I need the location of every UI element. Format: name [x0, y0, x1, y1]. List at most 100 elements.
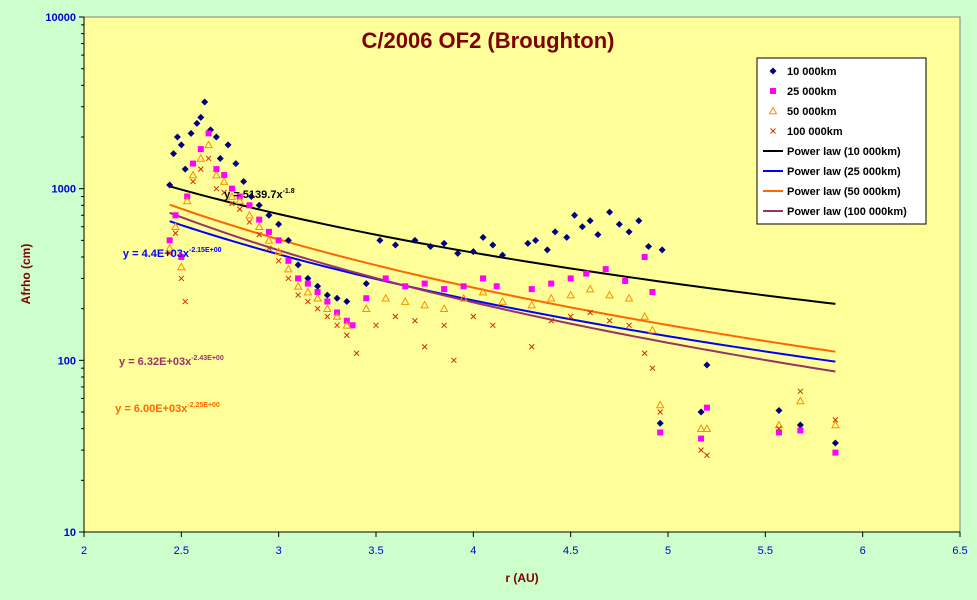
data-point-stroke	[182, 298, 189, 305]
data-point	[245, 210, 254, 219]
data-point	[441, 286, 448, 293]
data-point	[284, 236, 292, 244]
data-point	[546, 293, 556, 302]
data-point	[454, 249, 462, 257]
data-point	[528, 286, 535, 293]
data-point	[775, 429, 782, 436]
legend-entry-label: 50 000km	[787, 106, 837, 118]
data-point	[324, 313, 331, 320]
data-point-stroke	[776, 425, 782, 432]
data-point	[227, 191, 237, 200]
data-point-stroke	[441, 322, 447, 329]
data-point-stroke	[832, 417, 839, 423]
data-point	[182, 298, 189, 305]
legend-marker-swatch	[770, 128, 776, 134]
data-point-stroke	[314, 305, 321, 312]
data-point	[363, 295, 370, 302]
data-point	[266, 245, 272, 252]
data-point-stroke	[213, 185, 220, 192]
data-point	[578, 223, 586, 231]
data-point	[649, 289, 656, 296]
data-point	[182, 196, 192, 205]
data-point	[236, 206, 243, 212]
fit-equation-label: y = 6.00E+03x-2.25E+00	[115, 402, 220, 415]
data-point	[240, 178, 248, 186]
data-point	[493, 283, 500, 290]
fit-equation-text: y = 4.4E+03x	[123, 248, 190, 260]
x-tick-label: 3	[276, 545, 282, 557]
data-point-stroke	[178, 275, 185, 282]
data-point	[641, 350, 648, 357]
data-point	[469, 248, 477, 256]
data-point	[567, 313, 574, 320]
fit-equation-label: y = 4.4E+03x-2.15E+00	[123, 247, 222, 260]
data-point	[216, 154, 224, 162]
data-point	[172, 212, 179, 219]
y-tick-label: 1000	[52, 184, 76, 196]
data-point	[587, 309, 593, 316]
data-point-stroke	[305, 298, 311, 305]
data-point	[314, 305, 321, 312]
data-point	[264, 235, 274, 244]
data-point	[551, 228, 559, 236]
data-point	[832, 449, 839, 456]
data-point	[342, 320, 352, 329]
data-point	[489, 241, 497, 249]
data-point	[221, 172, 228, 179]
annotations: y = 5139.7x-1.8y = 4.4E+03x-2.15E+00y = …	[115, 188, 295, 415]
data-point	[470, 313, 477, 320]
data-point	[605, 290, 614, 299]
data-point	[246, 202, 253, 209]
data-point	[212, 133, 220, 141]
series-group	[165, 140, 840, 432]
data-point	[304, 274, 312, 282]
chart-title: C/2006 OF2 (Broughton)	[361, 28, 614, 53]
legend-entry-label: Power law (50 000km)	[787, 186, 901, 198]
data-point	[548, 317, 555, 324]
data-point	[304, 280, 311, 287]
data-point	[254, 222, 264, 231]
data-point	[343, 298, 351, 306]
data-point	[213, 166, 220, 173]
data-point	[774, 420, 784, 429]
data-point	[256, 216, 263, 223]
data-point	[190, 178, 196, 185]
data-point	[381, 293, 391, 302]
x-tick-label: 5.5	[758, 545, 773, 557]
data-point	[831, 439, 839, 447]
data-point-stroke	[229, 200, 235, 207]
data-point-stroke	[451, 357, 457, 364]
data-point	[796, 421, 804, 429]
legend-entry-label: 25 000km	[787, 86, 837, 98]
data-point-stroke	[256, 231, 263, 238]
data-point	[196, 153, 206, 162]
data-point	[197, 113, 205, 121]
data-point-stroke	[587, 309, 593, 316]
data-point-stroke	[470, 313, 477, 320]
data-point	[657, 429, 664, 436]
data-point	[376, 236, 384, 244]
data-point-stroke	[197, 166, 204, 172]
data-point	[626, 322, 632, 329]
x-tick-label: 6	[860, 545, 866, 557]
data-point	[440, 239, 448, 247]
data-point	[246, 219, 253, 225]
data-point	[640, 311, 649, 320]
legend-marker-swatch	[768, 106, 778, 115]
data-point	[439, 304, 449, 312]
data-point	[305, 298, 311, 305]
data-point	[548, 280, 555, 287]
data-point-stroke	[172, 230, 179, 237]
data-point	[181, 165, 189, 173]
data-point-stroke	[343, 332, 350, 339]
data-point	[382, 275, 389, 282]
data-point	[391, 241, 399, 249]
fit-equation-text: y = 5139.7x	[224, 189, 283, 201]
fit-equation-exponent: -2.43E+00	[191, 355, 224, 362]
data-point	[635, 217, 643, 225]
data-point	[166, 181, 174, 189]
data-point	[698, 435, 705, 442]
legend: 10 000km 25 000km 50 000km 100 000km Power l…	[756, 57, 927, 225]
data-point	[373, 322, 379, 329]
data-point-stroke	[334, 322, 340, 329]
